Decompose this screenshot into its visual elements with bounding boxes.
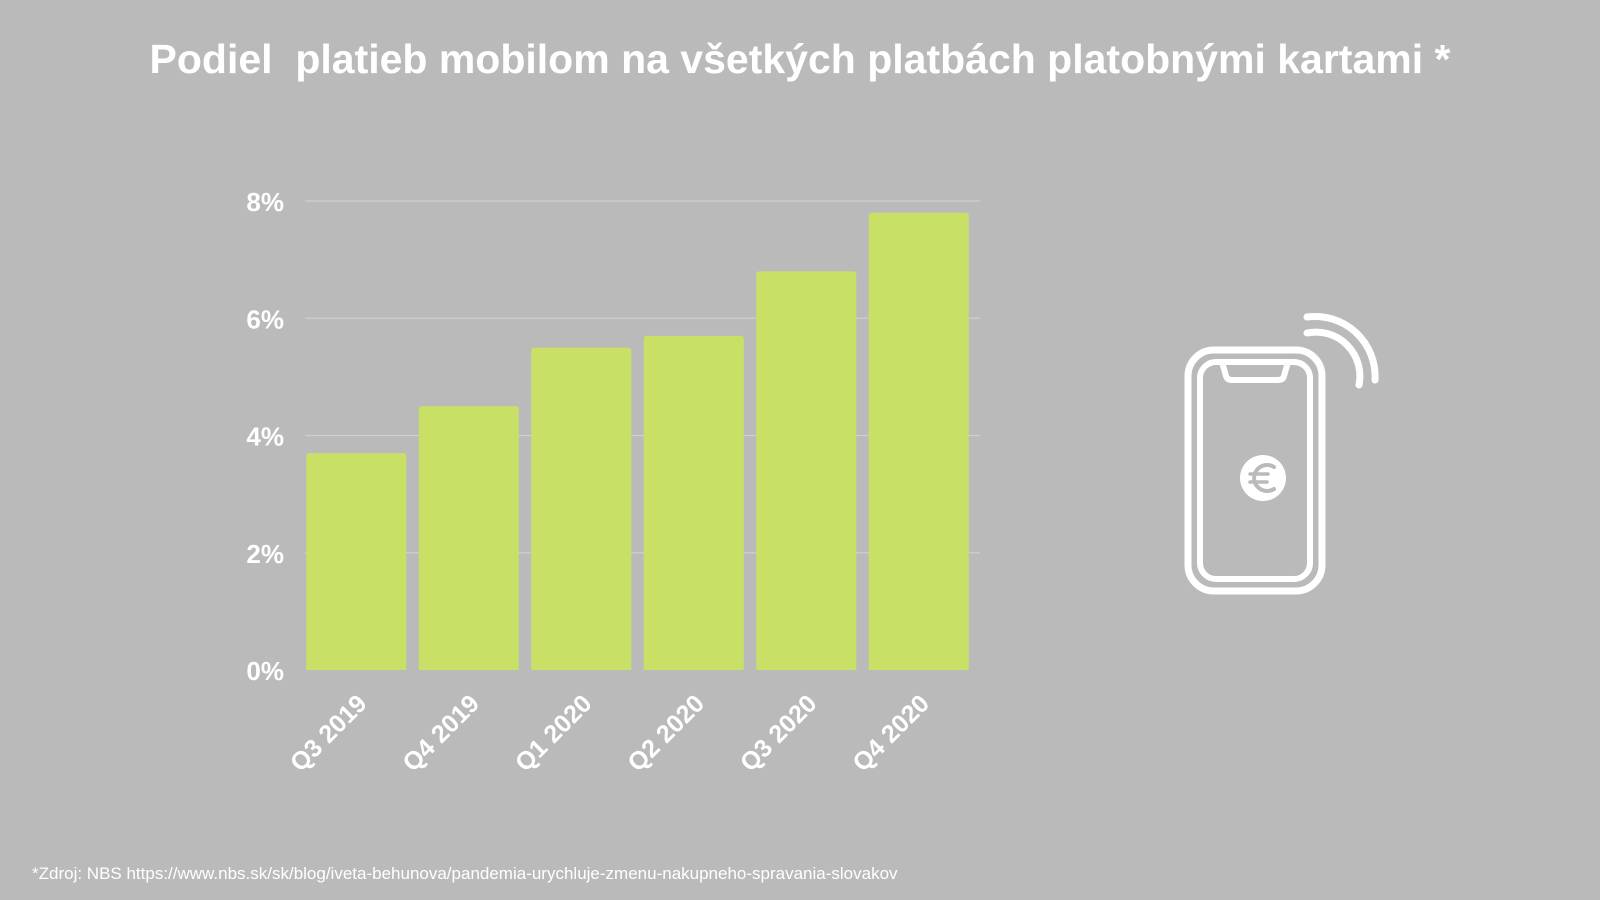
x-tick-label: Q1 2020 xyxy=(510,689,598,777)
x-tick-label: Q4 2019 xyxy=(397,689,485,777)
bar xyxy=(756,271,857,670)
gridlines xyxy=(305,200,980,554)
x-tick-label: Q2 2020 xyxy=(622,689,710,777)
phone-notch xyxy=(1219,361,1291,383)
y-tick-label: 8% xyxy=(246,187,284,217)
bar xyxy=(531,347,632,670)
contactless-wave-outer xyxy=(1303,312,1379,384)
chart-title: Podiel platieb mobilom na všetkých platb… xyxy=(149,36,1451,82)
y-tick-label: 0% xyxy=(246,656,284,686)
source-note: *Zdroj: NBS https://www.nbs.sk/sk/blog/i… xyxy=(32,864,898,883)
y-tick-label: 4% xyxy=(246,422,284,452)
y-tick-label: 2% xyxy=(246,539,284,569)
contactless-wave-inner xyxy=(1303,328,1364,389)
x-tick-label: Q3 2019 xyxy=(285,689,373,777)
bar xyxy=(306,453,407,670)
bar xyxy=(418,406,519,670)
phone-outer-frame xyxy=(1184,346,1326,595)
bar xyxy=(868,212,969,670)
bars xyxy=(306,212,969,670)
bar xyxy=(643,335,744,670)
bar-chart: 0%2%4%6%8% Q3 2019 Q4 2019 Q1 2020 Q2 2020 Q… xyxy=(246,187,980,777)
smartphone-contactless-euro-icon xyxy=(1184,312,1379,595)
phone-screen xyxy=(1197,359,1313,582)
euro-icon xyxy=(1240,455,1286,501)
x-tick-label: Q3 2020 xyxy=(735,689,823,777)
x-tick-label: Q4 2020 xyxy=(847,689,935,777)
y-tick-label: 6% xyxy=(246,304,284,334)
y-axis-tick-labels: 0% 2% 4% 6% 8% xyxy=(246,187,284,686)
x-axis-tick-labels: Q3 2019 Q4 2019 Q1 2020 Q2 2020 Q3 2020 Q4 20… xyxy=(285,689,935,777)
